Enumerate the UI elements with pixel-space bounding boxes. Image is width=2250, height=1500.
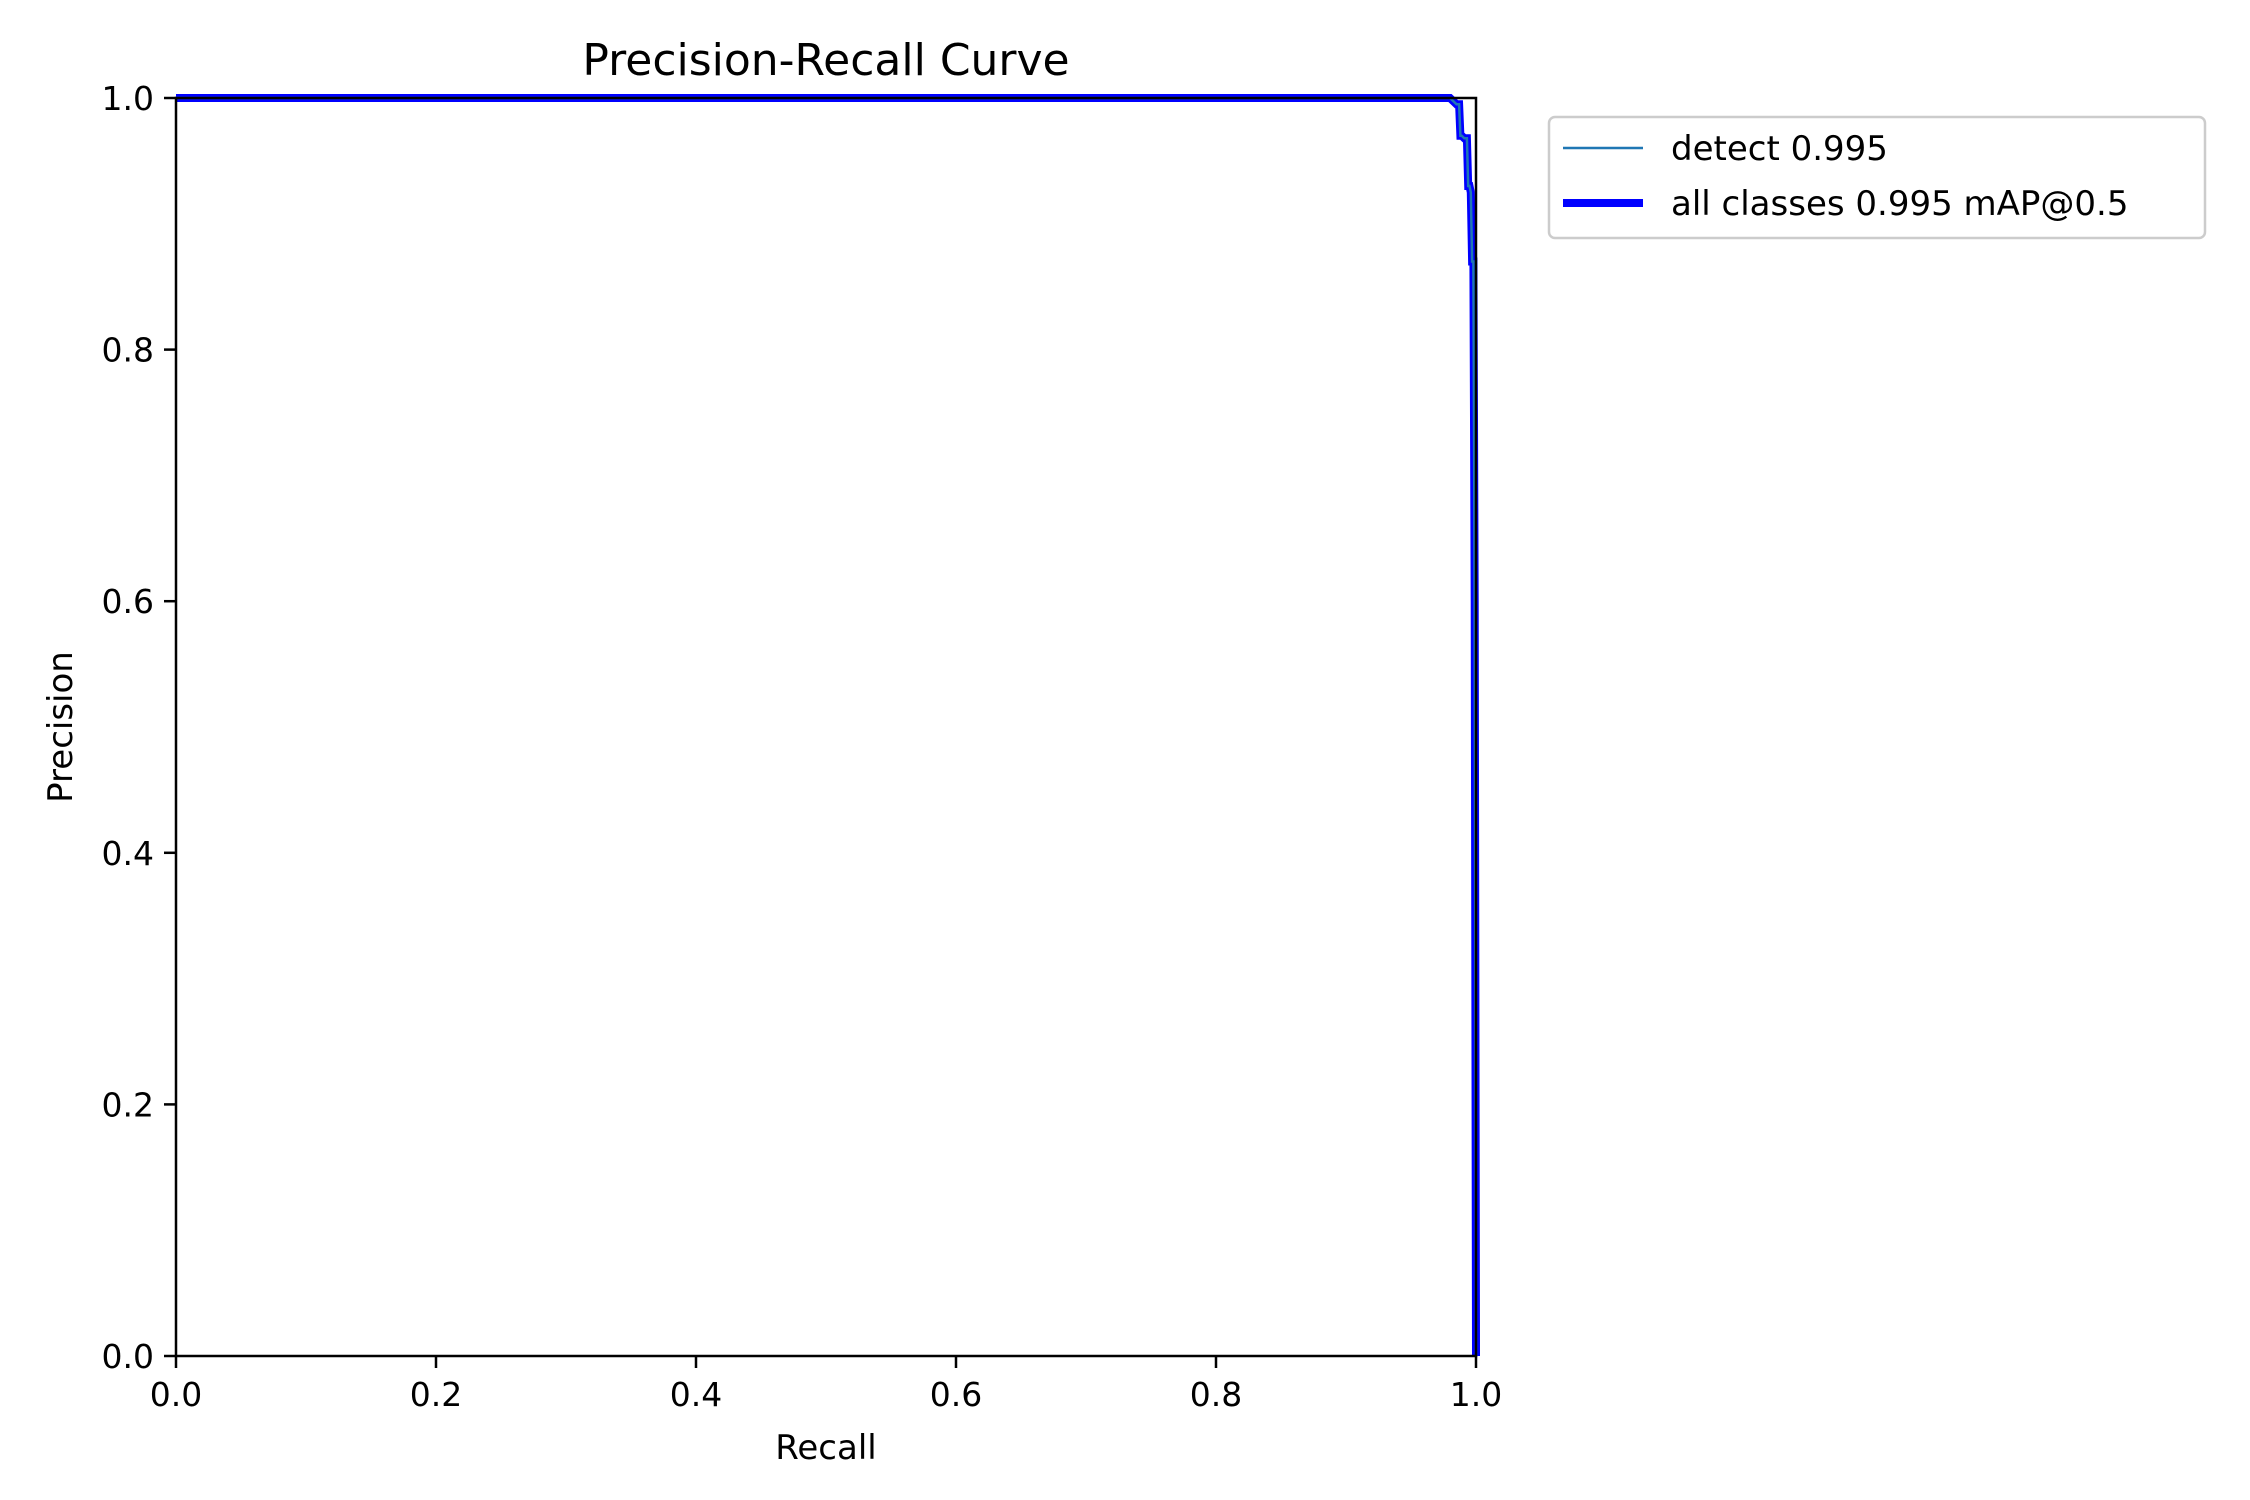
plot-area — [174, 94, 1480, 1358]
legend-frame — [1547, 115, 2207, 240]
y-axis-ticks: 0.0 0.2 0.4 0.6 0.8 1.0 — [102, 79, 176, 1376]
series-layer — [176, 94, 1480, 1357]
x-tick-label: 0.8 — [1190, 1375, 1242, 1414]
x-tick-label: 0.4 — [670, 1375, 722, 1414]
x-axis-ticks: 0.0 0.2 0.4 0.6 0.8 1.0 — [150, 1356, 1502, 1414]
x-tick-label: 1.0 — [1450, 1375, 1502, 1414]
x-axis-label: Recall — [775, 1428, 876, 1468]
plot-frame — [174, 96, 1478, 1358]
y-tick-label: 0.4 — [102, 834, 154, 873]
y-tick-label: 0.2 — [102, 1085, 154, 1124]
legend: detect 0.995 all classes 0.995 mAP@0.5 — [1547, 115, 2207, 240]
y-tick-label: 0.6 — [102, 582, 154, 621]
x-tick-label: 0.2 — [410, 1375, 462, 1414]
y-tick-label: 1.0 — [102, 79, 154, 118]
y-axis-label: Precision — [41, 651, 81, 803]
y-tick-label: 0.0 — [102, 1337, 154, 1376]
series-line-detect — [176, 96, 1478, 1357]
legend-label-detect: detect 0.995 — [1671, 129, 1888, 169]
chart-title: Precision-Recall Curve — [582, 35, 1069, 86]
legend-label-all-classes: all classes 0.995 mAP@0.5 — [1671, 184, 2128, 224]
y-tick-label: 0.8 — [102, 331, 154, 370]
x-tick-label: 0.0 — [150, 1375, 202, 1414]
x-tick-label: 0.6 — [930, 1375, 982, 1414]
